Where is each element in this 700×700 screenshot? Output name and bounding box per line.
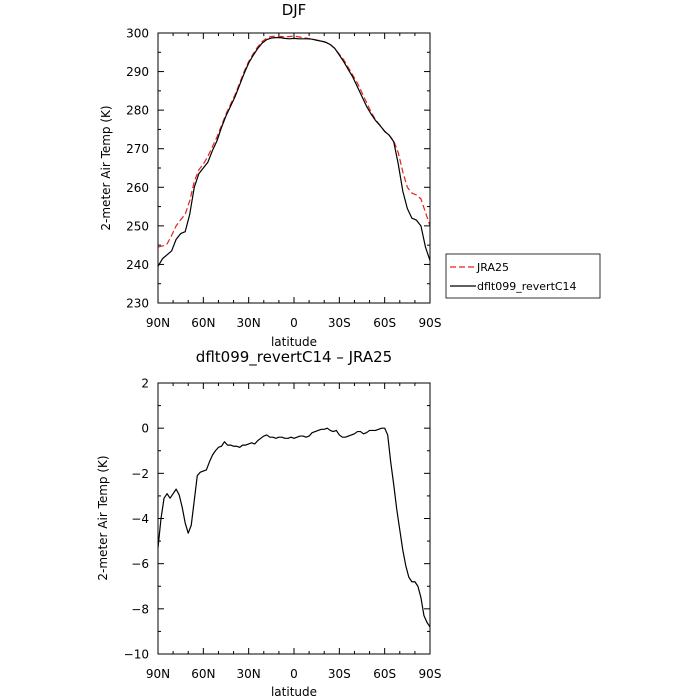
top-panel: DJF 90N 60N 30N 0 30S 60S 90S 230 240 250 260 270 28… bbox=[99, 1, 441, 349]
bottom-x-tick-label: 60S bbox=[373, 667, 396, 681]
bottom-y-tick-label: −2 bbox=[131, 467, 149, 481]
legend: JRA25 dflt099_revertC14 bbox=[445, 253, 601, 299]
top-x-tick-label: 60S bbox=[373, 316, 396, 330]
bottom-y-tick-label: −6 bbox=[131, 557, 149, 571]
top-y-tick-label: 280 bbox=[126, 104, 149, 118]
top-axis-ticks bbox=[157, 32, 431, 304]
top-x-tick-label: 30N bbox=[237, 316, 261, 330]
top-x-tick-label: 30S bbox=[328, 316, 351, 330]
bottom-x-tick-label: 90N bbox=[146, 667, 170, 681]
top-x-tick-label: 60N bbox=[191, 316, 215, 330]
top-series-line-jra25 bbox=[157, 35, 431, 248]
bottom-plot-frame bbox=[157, 382, 431, 655]
bottom-series-group bbox=[157, 427, 431, 628]
top-y-tick-label: 250 bbox=[126, 219, 149, 233]
top-x-axis-label: latitude bbox=[271, 335, 317, 349]
top-y-tick-label: 290 bbox=[126, 65, 149, 79]
top-panel-title: DJF bbox=[282, 1, 307, 19]
top-y-tick-label: 260 bbox=[126, 181, 149, 195]
top-series-line-dflt099-revertc14 bbox=[157, 37, 431, 267]
bottom-x-tick-label: 30S bbox=[328, 667, 351, 681]
top-x-tick-label: 90S bbox=[419, 316, 442, 330]
bottom-series-line-difference bbox=[157, 427, 431, 628]
top-series-group bbox=[157, 35, 431, 267]
legend-box bbox=[445, 253, 601, 299]
top-x-tick-label: 0 bbox=[290, 316, 298, 330]
top-x-tick-label: 90N bbox=[146, 316, 170, 330]
bottom-x-tick-label: 0 bbox=[290, 667, 298, 681]
bottom-panel-title: dflt099_revertC14 – JRA25 bbox=[196, 348, 392, 367]
bottom-y-tick-label: −4 bbox=[131, 512, 149, 526]
bottom-x-tick-label: 90S bbox=[419, 667, 442, 681]
bottom-x-tick-label: 30N bbox=[237, 667, 261, 681]
bottom-y-tick-label: 2 bbox=[141, 377, 149, 391]
top-y-tick-label: 300 bbox=[126, 27, 149, 41]
top-y-axis-label: 2-meter Air Temp (K) bbox=[99, 105, 113, 230]
bottom-x-tick-label: 60N bbox=[191, 667, 215, 681]
bottom-y-axis-label: 2-meter Air Temp (K) bbox=[96, 455, 110, 580]
legend-label-jra25: JRA25 bbox=[476, 261, 509, 274]
top-y-tick-label: 240 bbox=[126, 258, 149, 272]
top-plot-frame bbox=[157, 32, 431, 304]
bottom-x-axis-label: latitude bbox=[271, 685, 317, 699]
bottom-y-tick-label: −10 bbox=[124, 648, 149, 662]
bottom-y-tick-label: 0 bbox=[141, 422, 149, 436]
bottom-y-tick-label: −8 bbox=[131, 602, 149, 616]
legend-label-dflt099: dflt099_revertC14 bbox=[477, 280, 577, 293]
top-tick-labels: 90N 60N 30N 0 30S 60S 90S 230 240 250 260 270 280 290… bbox=[126, 27, 441, 331]
top-y-tick-label: 270 bbox=[126, 142, 149, 156]
top-y-tick-label: 230 bbox=[126, 297, 149, 311]
bottom-axis-ticks bbox=[157, 382, 431, 655]
bottom-panel: dflt099_revertC14 – JRA25 90N 60N 30N 0 30S 6… bbox=[96, 348, 441, 699]
bottom-tick-labels: 90N 60N 30N 0 30S 60S 90S −10 −8 −6 −4 −2 0 2 bbox=[124, 377, 442, 682]
